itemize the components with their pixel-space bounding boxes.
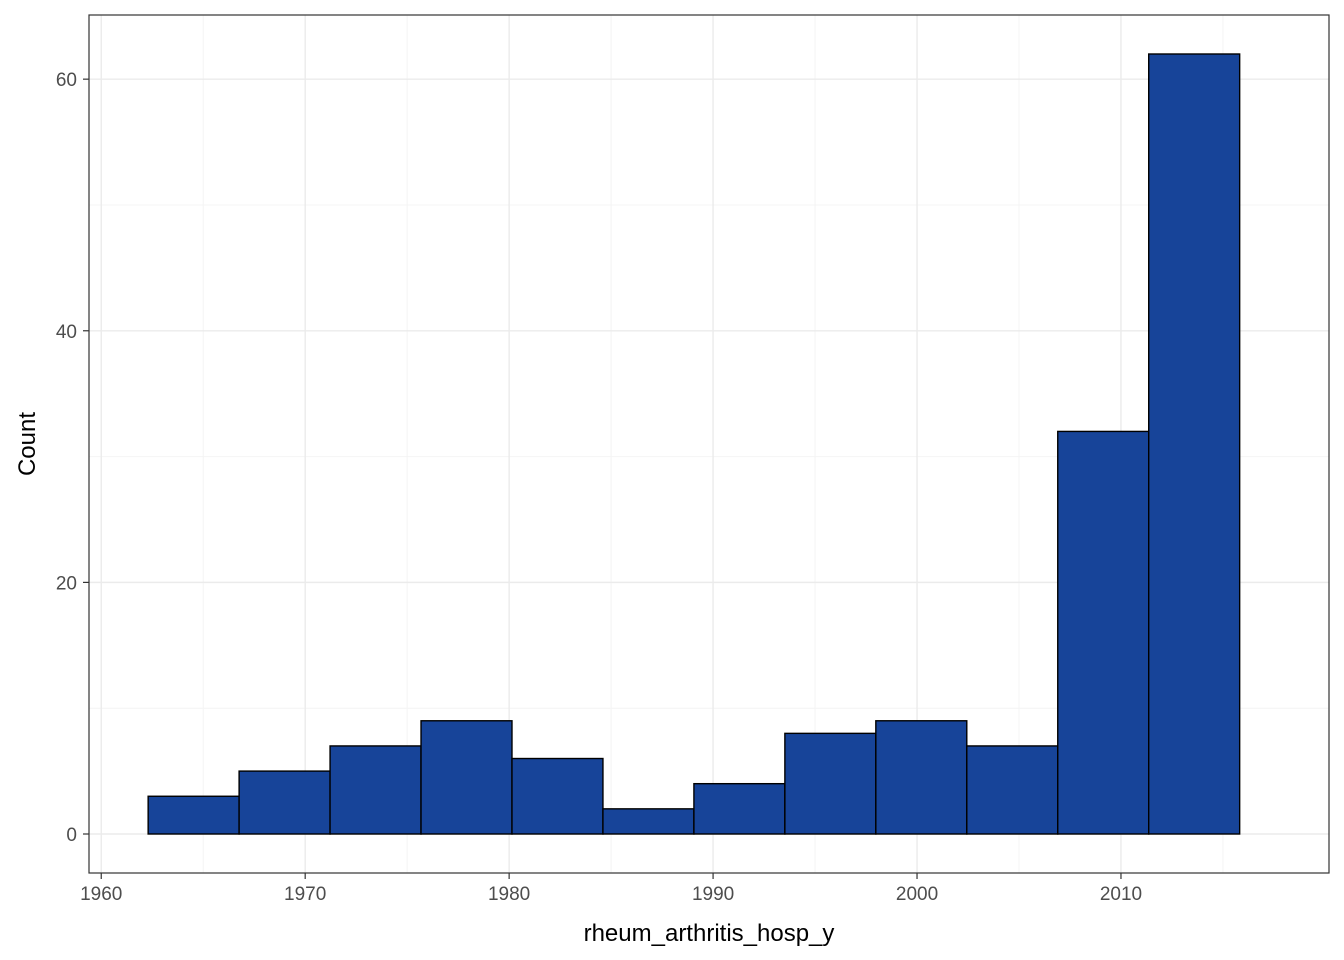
x-axis-title: rheum_arthritis_hosp_y <box>584 920 835 947</box>
x-tick-label: 1980 <box>488 884 530 905</box>
bars-layer <box>147 53 1241 835</box>
histogram-bar <box>420 720 513 835</box>
histogram-bar <box>966 745 1059 835</box>
x-tick-label: 1990 <box>692 884 734 905</box>
y-tick-label: 20 <box>56 573 77 594</box>
histogram-bar <box>1148 53 1241 835</box>
y-tick-label: 60 <box>56 70 77 91</box>
y-tick-label: 0 <box>66 825 77 846</box>
histogram-bar <box>784 732 877 835</box>
histogram-bar <box>1057 430 1150 835</box>
histogram-bar <box>602 808 695 835</box>
panel-border <box>88 14 1330 874</box>
axes-layer: 1960 1970 1980 1990 2000 2010 0 20 40 60 <box>56 70 1142 905</box>
histogram-bar <box>511 757 604 835</box>
histogram-bar <box>693 782 786 835</box>
histogram-bar <box>875 720 968 835</box>
histogram-bar <box>238 770 331 835</box>
x-tick-label: 1960 <box>80 884 122 905</box>
histogram-bar <box>329 745 422 835</box>
y-axis-title: Count <box>14 412 41 476</box>
x-tick-label: 2010 <box>1100 884 1142 905</box>
y-tick-label: 40 <box>56 322 77 343</box>
x-tick-label: 2000 <box>896 884 938 905</box>
histogram-bar <box>147 795 240 835</box>
x-tick-label: 1970 <box>284 884 326 905</box>
